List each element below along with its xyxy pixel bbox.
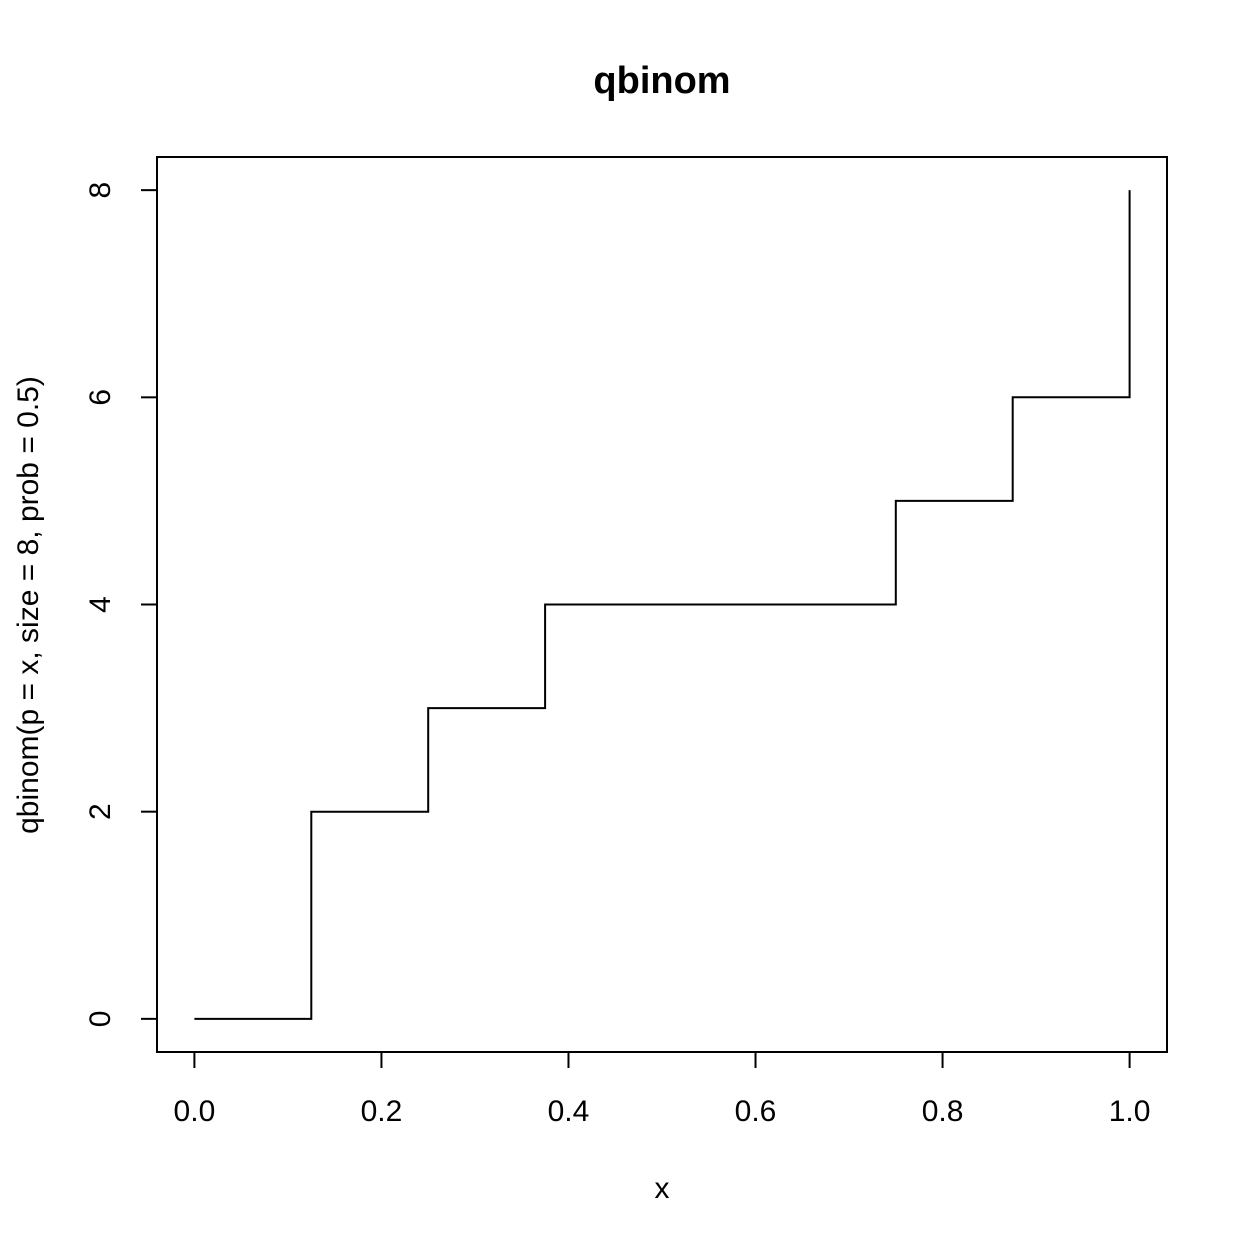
x-tick-label: 0.0	[174, 1095, 216, 1128]
x-tick-label: 0.6	[735, 1095, 777, 1128]
y-tick-label: 2	[84, 803, 117, 820]
x-axis: 0.0 0.2 0.4 0.6 0.8 1.0	[174, 1051, 1151, 1128]
x-tick-label: 0.2	[361, 1095, 403, 1128]
y-tick-label: 6	[84, 389, 117, 406]
x-tick-label: 1.0	[1109, 1095, 1151, 1128]
y-tick-label: 4	[84, 596, 117, 613]
x-axis-label: x	[655, 1172, 670, 1205]
series-line-0	[194, 190, 1131, 1020]
y-axis-label: qbinom(p = x, size = 8, prob = 0.5)	[12, 376, 45, 834]
chart-title: qbinom	[593, 60, 730, 102]
y-tick-label: 0	[84, 1011, 117, 1028]
y-axis: 0 2 4 6 8	[84, 182, 158, 1028]
series-layer	[194, 190, 1131, 1020]
x-tick-label: 0.8	[922, 1095, 964, 1128]
x-tick-label: 0.4	[548, 1095, 590, 1128]
y-tick-label: 8	[84, 182, 117, 199]
